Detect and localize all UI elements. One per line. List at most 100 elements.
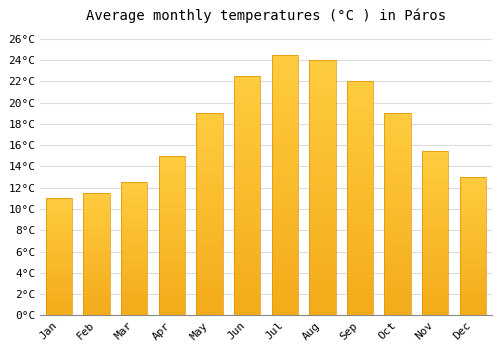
Bar bbox=[309, 274, 336, 280]
Bar bbox=[309, 177, 336, 183]
Bar bbox=[460, 282, 486, 285]
Bar bbox=[84, 279, 110, 281]
Bar bbox=[234, 301, 260, 306]
Bar bbox=[46, 299, 72, 301]
Bar bbox=[46, 297, 72, 299]
Bar bbox=[309, 116, 336, 121]
Bar bbox=[158, 300, 185, 303]
Bar bbox=[84, 228, 110, 230]
Bar bbox=[347, 301, 373, 306]
Bar bbox=[46, 257, 72, 259]
Bar bbox=[309, 249, 336, 254]
Bar bbox=[309, 234, 336, 239]
Bar bbox=[196, 125, 222, 130]
Bar bbox=[196, 223, 222, 226]
Bar bbox=[422, 167, 448, 170]
Bar bbox=[46, 252, 72, 254]
Bar bbox=[460, 257, 486, 260]
Bar bbox=[84, 218, 110, 220]
Bar bbox=[347, 259, 373, 264]
Bar bbox=[234, 105, 260, 110]
Bar bbox=[46, 215, 72, 217]
Bar bbox=[347, 119, 373, 124]
Bar bbox=[121, 209, 148, 212]
Bar bbox=[347, 212, 373, 217]
Bar bbox=[272, 175, 298, 180]
Bar bbox=[347, 114, 373, 119]
Bar bbox=[384, 166, 411, 170]
Bar bbox=[158, 245, 185, 248]
Bar bbox=[158, 191, 185, 194]
Bar bbox=[158, 204, 185, 207]
Bar bbox=[121, 273, 148, 275]
Bar bbox=[422, 150, 448, 154]
Bar bbox=[309, 137, 336, 142]
Bar bbox=[422, 246, 448, 250]
Bar bbox=[46, 224, 72, 226]
Bar bbox=[309, 264, 336, 270]
Bar bbox=[234, 220, 260, 224]
Bar bbox=[309, 244, 336, 249]
Bar bbox=[347, 156, 373, 161]
Bar bbox=[84, 239, 110, 242]
Bar bbox=[234, 95, 260, 100]
Bar bbox=[384, 174, 411, 178]
Bar bbox=[272, 190, 298, 196]
Bar bbox=[84, 205, 110, 208]
Bar bbox=[460, 293, 486, 296]
Bar bbox=[84, 261, 110, 264]
Bar bbox=[196, 303, 222, 307]
Bar bbox=[46, 261, 72, 264]
Bar bbox=[196, 226, 222, 231]
Bar bbox=[158, 188, 185, 191]
Bar bbox=[309, 193, 336, 198]
Bar bbox=[121, 225, 148, 228]
Bar bbox=[234, 110, 260, 114]
Bar bbox=[121, 214, 148, 217]
Bar bbox=[196, 154, 222, 158]
Bar bbox=[158, 194, 185, 197]
Bar bbox=[234, 196, 260, 201]
Bar bbox=[460, 285, 486, 288]
Bar bbox=[84, 284, 110, 286]
Bar bbox=[384, 178, 411, 182]
Bar bbox=[272, 310, 298, 315]
Bar bbox=[46, 254, 72, 257]
Bar bbox=[46, 308, 72, 311]
Bar bbox=[272, 91, 298, 97]
Bar bbox=[309, 183, 336, 188]
Bar bbox=[46, 304, 72, 306]
Bar bbox=[234, 253, 260, 258]
Bar bbox=[234, 100, 260, 105]
Bar bbox=[46, 280, 72, 283]
Bar bbox=[46, 198, 72, 201]
Bar bbox=[84, 230, 110, 232]
Bar bbox=[121, 249, 148, 252]
Bar bbox=[84, 264, 110, 266]
Bar bbox=[309, 270, 336, 274]
Bar bbox=[347, 306, 373, 311]
Bar bbox=[384, 138, 411, 142]
Bar bbox=[309, 121, 336, 126]
Bar bbox=[272, 222, 298, 227]
Bar bbox=[121, 241, 148, 244]
Bar bbox=[158, 220, 185, 223]
Bar bbox=[158, 296, 185, 300]
Bar bbox=[158, 216, 185, 220]
Bar bbox=[272, 253, 298, 258]
Bar bbox=[84, 288, 110, 291]
Bar bbox=[84, 201, 110, 203]
Bar bbox=[384, 312, 411, 315]
Bar bbox=[84, 193, 110, 315]
Bar bbox=[158, 232, 185, 236]
Bar bbox=[84, 257, 110, 259]
Bar bbox=[422, 299, 448, 302]
Bar bbox=[460, 290, 486, 293]
Bar bbox=[158, 303, 185, 306]
Bar bbox=[121, 310, 148, 313]
Bar bbox=[422, 292, 448, 296]
Bar bbox=[196, 202, 222, 206]
Bar bbox=[234, 90, 260, 95]
Bar bbox=[384, 218, 411, 223]
Bar bbox=[309, 60, 336, 65]
